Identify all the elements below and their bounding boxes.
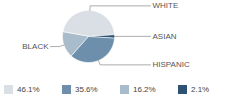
html-text:16.2%: 16.2% <box>133 84 156 94</box>
html-text:46.1%: 46.1% <box>17 84 40 94</box>
svg-text:ASIAN: ASIAN <box>153 32 177 41</box>
svg-text:WHITE: WHITE <box>153 1 179 10</box>
svg-text:BLACK: BLACK <box>22 42 49 51</box>
html-text:2.1%: 2.1% <box>191 84 210 94</box>
svg-text:HISPANIC: HISPANIC <box>153 60 190 69</box>
html-text:35.6%: 35.6% <box>75 84 98 94</box>
